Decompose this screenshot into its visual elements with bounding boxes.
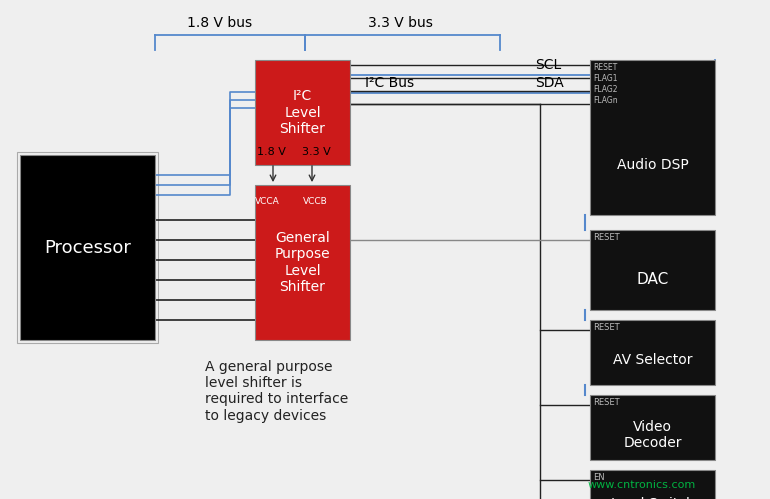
Text: Load Switch: Load Switch bbox=[611, 497, 695, 499]
Text: RESET: RESET bbox=[593, 63, 618, 72]
Bar bbox=[590, 395, 715, 460]
Text: AV Selector: AV Selector bbox=[613, 353, 692, 367]
Text: I²C
Level
Shifter: I²C Level Shifter bbox=[280, 89, 326, 136]
Text: 1.8 V: 1.8 V bbox=[256, 147, 286, 157]
Bar bbox=[255, 185, 350, 340]
Text: 3.3 V: 3.3 V bbox=[302, 147, 330, 157]
Text: Processor: Processor bbox=[44, 239, 131, 256]
Text: RESET: RESET bbox=[593, 233, 620, 242]
Text: SDA: SDA bbox=[535, 76, 564, 90]
Text: Video
Decoder: Video Decoder bbox=[623, 420, 681, 451]
Text: 3.3 V bus: 3.3 V bus bbox=[367, 16, 433, 30]
Text: 1.8 V bus: 1.8 V bus bbox=[187, 16, 253, 30]
Bar bbox=[590, 230, 715, 310]
Text: EN: EN bbox=[593, 473, 604, 482]
Bar bbox=[20, 155, 155, 340]
Text: Audio DSP: Audio DSP bbox=[617, 158, 688, 172]
Text: FLAGn: FLAGn bbox=[593, 96, 618, 105]
Text: SCL: SCL bbox=[535, 58, 561, 72]
Bar bbox=[255, 60, 350, 165]
Text: www.cntronics.com: www.cntronics.com bbox=[588, 480, 696, 490]
Text: FLAG2: FLAG2 bbox=[593, 85, 618, 94]
Text: General
Purpose
Level
Shifter: General Purpose Level Shifter bbox=[275, 231, 330, 294]
Text: DAC: DAC bbox=[636, 272, 668, 287]
Bar bbox=[17, 152, 158, 343]
Text: I²C Bus: I²C Bus bbox=[365, 76, 414, 90]
Text: RESET: RESET bbox=[593, 398, 620, 407]
Text: RESET: RESET bbox=[593, 323, 620, 332]
Bar bbox=[590, 60, 715, 215]
Text: A general purpose
level shifter is
required to interface
to legacy devices: A general purpose level shifter is requi… bbox=[205, 360, 348, 423]
Bar bbox=[590, 320, 715, 385]
Text: FLAG1: FLAG1 bbox=[593, 74, 618, 83]
Text: VCCB: VCCB bbox=[303, 197, 327, 206]
Bar bbox=[590, 470, 715, 499]
Text: VCCA: VCCA bbox=[255, 197, 280, 206]
